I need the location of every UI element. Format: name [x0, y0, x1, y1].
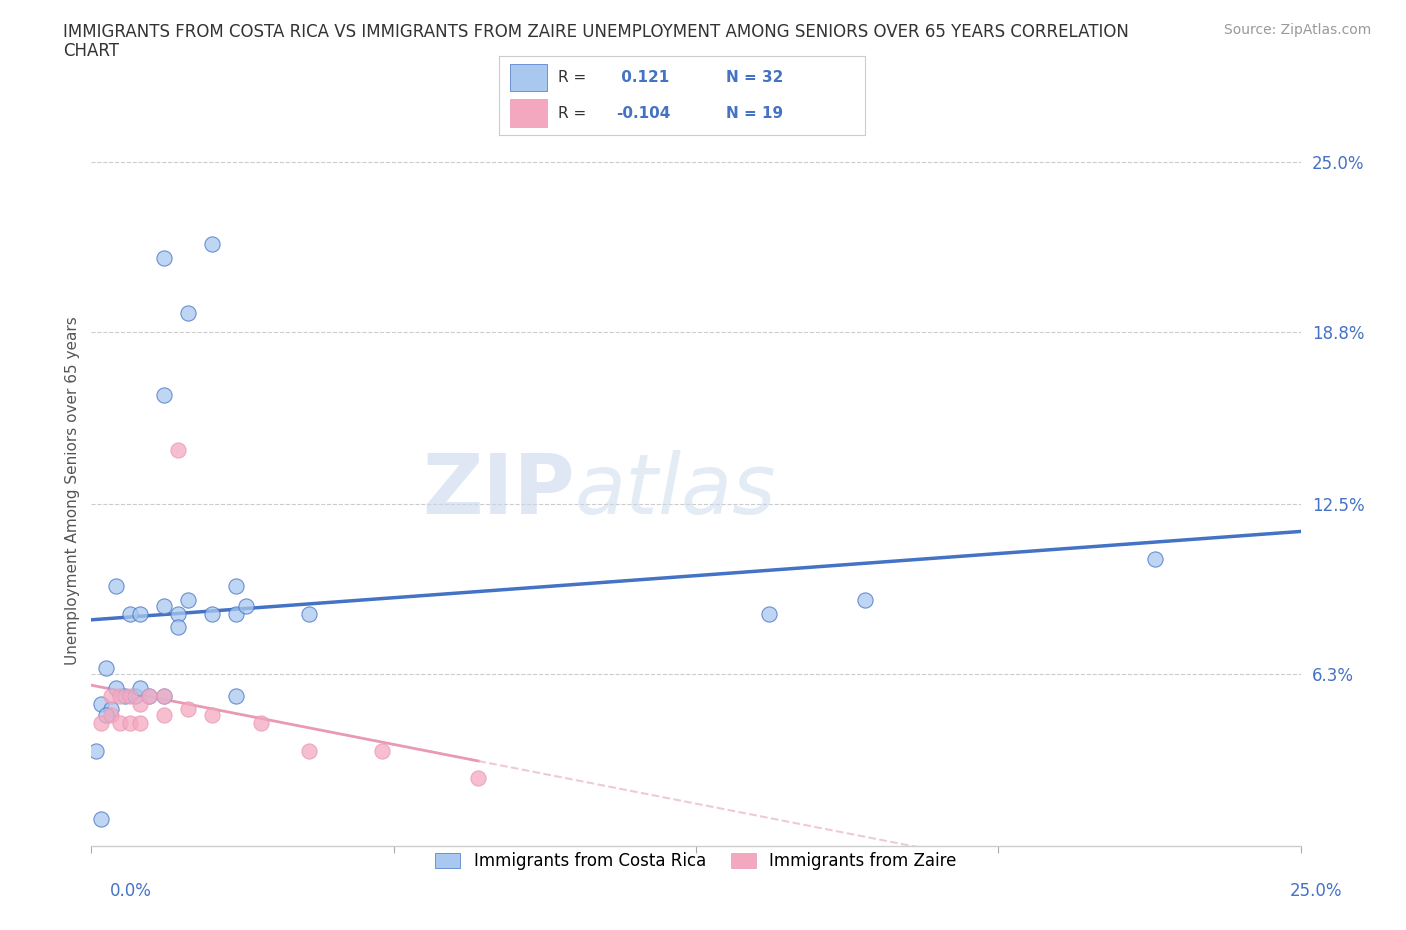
Point — [853, 592, 876, 607]
Point — [138, 688, 160, 703]
Point — [201, 237, 224, 252]
Point — [110, 716, 132, 731]
Text: N = 32: N = 32 — [725, 70, 783, 85]
Text: ZIP: ZIP — [423, 450, 575, 531]
Text: 0.121: 0.121 — [616, 70, 669, 85]
Text: R =: R = — [558, 70, 586, 85]
Point — [153, 250, 176, 265]
Point — [225, 688, 247, 703]
Point — [120, 716, 142, 731]
Text: IMMIGRANTS FROM COSTA RICA VS IMMIGRANTS FROM ZAIRE UNEMPLOYMENT AMONG SENIORS O: IMMIGRANTS FROM COSTA RICA VS IMMIGRANTS… — [63, 23, 1129, 41]
Point — [100, 708, 122, 723]
Text: CHART: CHART — [63, 42, 120, 60]
Point — [467, 770, 489, 785]
Point — [128, 697, 150, 711]
Point — [225, 578, 247, 593]
Point — [153, 688, 176, 703]
Point — [167, 442, 190, 457]
Point — [153, 598, 176, 613]
Text: 0.0%: 0.0% — [110, 882, 152, 899]
Point — [167, 606, 190, 621]
Point — [124, 688, 146, 703]
Point — [100, 702, 122, 717]
Point — [225, 606, 247, 621]
Point — [177, 592, 200, 607]
Text: R =: R = — [558, 106, 586, 121]
Point — [758, 606, 780, 621]
Point — [167, 620, 190, 635]
Point — [1144, 551, 1167, 566]
Text: -0.104: -0.104 — [616, 106, 671, 121]
Point — [94, 708, 117, 723]
Point — [201, 708, 224, 723]
Point — [120, 688, 142, 703]
Text: atlas: atlas — [575, 450, 776, 531]
Point — [153, 388, 176, 403]
Point — [298, 606, 321, 621]
Point — [153, 688, 176, 703]
Point — [128, 680, 150, 695]
Point — [235, 598, 257, 613]
Point — [201, 606, 224, 621]
FancyBboxPatch shape — [510, 64, 547, 91]
Point — [100, 688, 122, 703]
Point — [104, 578, 127, 593]
Point — [94, 661, 117, 676]
Point — [114, 688, 136, 703]
Point — [249, 716, 271, 731]
Point — [128, 716, 150, 731]
FancyBboxPatch shape — [510, 100, 547, 127]
Point — [90, 716, 112, 731]
Legend: Immigrants from Costa Rica, Immigrants from Zaire: Immigrants from Costa Rica, Immigrants f… — [429, 845, 963, 877]
Point — [120, 606, 142, 621]
Point — [370, 743, 392, 758]
Text: N = 19: N = 19 — [725, 106, 783, 121]
Point — [90, 812, 112, 827]
Text: Source: ZipAtlas.com: Source: ZipAtlas.com — [1223, 23, 1371, 37]
Point — [298, 743, 321, 758]
Y-axis label: Unemployment Among Seniors over 65 years: Unemployment Among Seniors over 65 years — [65, 316, 80, 665]
Point — [128, 606, 150, 621]
Point — [153, 708, 176, 723]
Text: 25.0%: 25.0% — [1291, 882, 1343, 899]
Point — [84, 743, 107, 758]
Point — [177, 305, 200, 320]
Point — [177, 702, 200, 717]
Point — [104, 680, 127, 695]
Point — [138, 688, 160, 703]
Point — [110, 688, 132, 703]
Point — [90, 697, 112, 711]
